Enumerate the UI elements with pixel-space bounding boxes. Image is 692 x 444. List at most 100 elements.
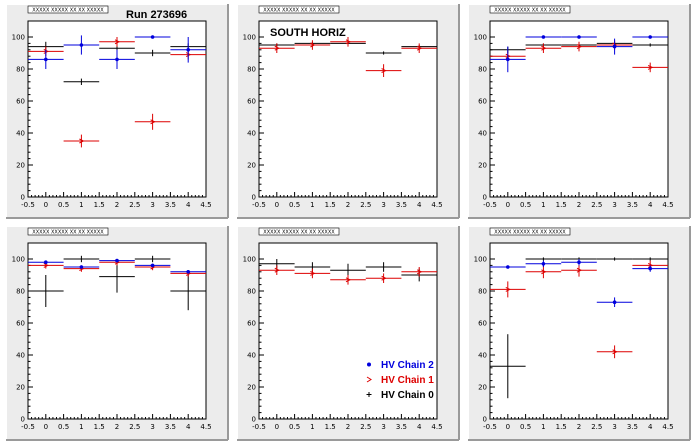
y-tick-label: 80 xyxy=(478,288,487,296)
point-marker-dot xyxy=(150,35,155,39)
y-tick-label: 40 xyxy=(478,130,487,138)
x-tick-label: 2 xyxy=(346,201,350,209)
x-tick-label: 2.5 xyxy=(129,201,140,209)
panel-title: XXXXX XXXXX XX XX XXXXX xyxy=(32,8,104,14)
x-tick-label: 1 xyxy=(541,423,545,431)
x-tick-label: 4.5 xyxy=(200,201,211,209)
point-marker-dot xyxy=(648,35,652,39)
x-tick-label: 0.5 xyxy=(289,423,300,431)
x-tick-label: 4 xyxy=(186,201,191,209)
y-tick-label: 0 xyxy=(21,194,25,202)
point-marker-dot xyxy=(186,48,190,52)
x-tick-label: 2 xyxy=(577,423,581,431)
x-tick-label: 0.5 xyxy=(289,201,300,209)
point-marker-dot xyxy=(79,265,84,269)
point-marker-arrow xyxy=(612,349,618,355)
x-tick-label: 3 xyxy=(381,201,385,209)
y-tick-label: 100 xyxy=(243,34,256,42)
x-tick-label: 0 xyxy=(275,201,279,209)
y-tick-label: 100 xyxy=(12,34,25,42)
plot-frame xyxy=(258,20,438,198)
x-tick-label: 4 xyxy=(417,423,422,431)
panel-3: XXXXX XXXXX XX XX XXXXX-0.5 0 0.5 1 1.5 2 2.5 3… xyxy=(467,3,691,219)
y-tick-label: 40 xyxy=(16,352,25,360)
x-tick-label: 2.5 xyxy=(591,423,602,431)
x-tick-label: 1 xyxy=(310,201,314,209)
x-tick-label: 4 xyxy=(417,201,422,209)
legend-label: HV Chain 2 xyxy=(381,360,434,371)
x-tick-label: 1 xyxy=(541,201,545,209)
x-tick-label: 0 xyxy=(44,201,48,209)
panel-2: XXXXX XXXXX XX XX XXXXX-0.5 0 0.5 1 1.5 2 2.5 3… xyxy=(236,3,460,219)
point-marker-arrow xyxy=(274,267,280,273)
point-marker-arrow xyxy=(43,262,49,268)
point-marker-arrow xyxy=(185,52,192,58)
x-tick-label: 3 xyxy=(150,423,154,431)
x-tick-label: 0 xyxy=(275,423,279,431)
y-tick-label: 0 xyxy=(252,416,256,424)
y-tick-label: 80 xyxy=(247,66,256,74)
y-tick-label: 60 xyxy=(478,98,487,106)
point-marker-dot xyxy=(186,270,190,274)
panel-1: XXXXX XXXXX XX XX XXXXX-0.5 0 0.5 1 1.5 2 2.5 3… xyxy=(5,3,229,219)
y-tick-label: 20 xyxy=(247,162,256,170)
point-marker-arrow xyxy=(416,269,423,275)
y-tick-label: 80 xyxy=(16,66,25,74)
point-marker-dot xyxy=(150,263,155,268)
point-marker-arrow xyxy=(43,48,49,54)
x-tick-label: 2 xyxy=(346,423,350,431)
point-marker-arrow xyxy=(541,45,547,51)
panel-title-box xyxy=(27,227,109,236)
x-tick-label: 3 xyxy=(612,423,616,431)
point-marker-arrow xyxy=(576,267,583,273)
panel-5: XXXXX XXXXX XX XX XXXXX-0.5 0 0.5 1 1.5 2 2.5 3… xyxy=(236,225,460,441)
x-tick-label: -0.5 xyxy=(483,423,497,431)
x-tick-label: 1.5 xyxy=(94,423,105,431)
point-marker-dot xyxy=(506,265,510,269)
x-tick-label: 1.5 xyxy=(556,201,567,209)
panel-title-box xyxy=(258,5,340,14)
point-marker-arrow xyxy=(114,39,121,45)
x-tick-label: 2.5 xyxy=(360,201,371,209)
point-marker-arrow xyxy=(381,275,387,281)
point-marker-arrow xyxy=(150,119,156,125)
y-tick-label: 80 xyxy=(16,288,25,296)
x-tick-label: 1 xyxy=(79,201,83,209)
x-tick-label: 3.5 xyxy=(627,423,638,431)
y-tick-label: 60 xyxy=(16,320,25,328)
y-tick-label: 100 xyxy=(474,256,487,264)
x-tick-label: 3.5 xyxy=(165,423,176,431)
x-tick-label: 0 xyxy=(506,201,510,209)
x-tick-label: 4 xyxy=(648,201,653,209)
region-label: SOUTH HORIZ xyxy=(270,27,346,39)
point-marker-dot xyxy=(115,258,119,263)
panel-title-box xyxy=(258,227,340,236)
point-marker-arrow xyxy=(647,64,654,70)
y-tick-label: 20 xyxy=(247,384,256,392)
y-tick-label: 0 xyxy=(21,416,25,424)
point-marker-dot xyxy=(648,266,652,271)
point-marker-dot xyxy=(541,35,546,39)
point-marker-dot xyxy=(79,43,84,47)
point-marker-arrow xyxy=(310,270,316,276)
y-tick-label: 40 xyxy=(478,352,487,360)
y-tick-label: 0 xyxy=(252,194,256,202)
x-tick-label: 0.5 xyxy=(58,201,69,209)
point-marker-dot xyxy=(577,260,581,265)
panel-title: XXXXX XXXXX XX XX XXXXX xyxy=(263,8,335,14)
x-tick-label: 2.5 xyxy=(129,423,140,431)
legend-marker-arrow xyxy=(366,376,372,383)
point-marker-arrow xyxy=(79,138,85,144)
point-marker-dot xyxy=(577,35,581,39)
point-marker-arrow xyxy=(576,44,583,50)
point-marker-dot xyxy=(506,57,510,62)
point-marker-dot xyxy=(541,262,546,266)
point-marker-arrow xyxy=(310,42,316,48)
panel-title-box xyxy=(27,5,109,14)
y-tick-label: 60 xyxy=(247,98,256,106)
y-tick-label: 60 xyxy=(16,98,25,106)
x-tick-label: 3.5 xyxy=(396,201,407,209)
x-tick-label: 3 xyxy=(612,201,616,209)
